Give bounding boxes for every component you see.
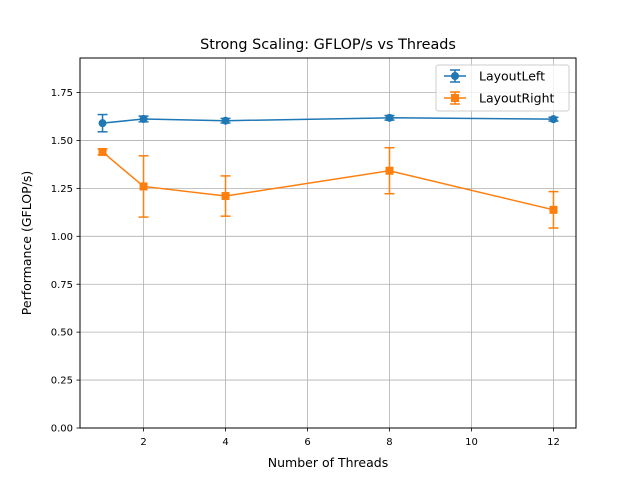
y-tick-label: 1.00 [51,232,73,243]
layoutright-point [221,192,230,201]
plot-frame [79,57,577,429]
layoutright-point [98,147,107,156]
layoutleft-point [549,115,558,124]
layoutright-point [549,205,558,214]
layoutleft-point [385,113,394,122]
legend-box [435,64,570,112]
y-tick-label: 0.25 [51,376,73,387]
x-tick-label: 6 [304,437,310,448]
x-axis-ticks: 2 4 6 8 10 12 [140,428,560,448]
chart-title: Strong Scaling: GFLOP/s vs Threads [200,37,456,53]
layoutright-point [385,166,394,175]
legend: LayoutLeft LayoutRight [435,64,570,112]
y-tick-label: 0.50 [51,328,73,339]
layoutright-point [139,182,148,191]
y-tick-label: 1.50 [51,136,73,147]
legend-label-layoutleft: LayoutLeft [479,69,545,84]
legend-marker-layoutright [451,94,459,102]
x-tick-label: 8 [386,437,392,448]
series-layer [97,113,559,229]
x-tick-label: 2 [140,437,146,448]
y-axis-ticks: 0.00 0.25 0.50 0.75 1.00 1.25 1.50 1.75 [51,88,80,435]
layoutleft-point [221,116,230,125]
legend-label-layoutright: LayoutRight [479,91,555,106]
y-tick-label: 0.00 [51,424,73,435]
x-axis-label: Number of Threads [268,455,388,470]
y-tick-label: 0.75 [51,280,73,291]
x-tick-label: 12 [547,437,560,448]
y-axis-label: Performance (GFLOP/s) [19,171,34,315]
series-layoutright [97,146,559,229]
y-tick-label: 1.25 [51,184,73,195]
x-tick-label: 10 [465,437,478,448]
legend-marker-layoutleft [451,72,459,80]
layoutleft-point [139,114,148,123]
series-layoutleft [97,113,559,133]
y-tick-label: 1.75 [51,88,73,99]
layoutleft-point [98,119,107,128]
x-tick-label: 4 [222,437,228,448]
